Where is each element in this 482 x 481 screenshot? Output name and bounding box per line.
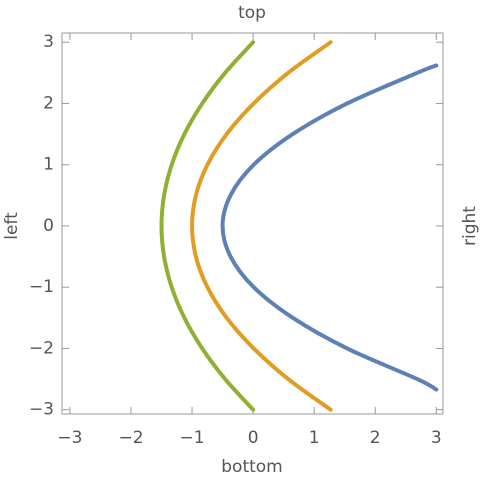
x-tick-label: −2 — [118, 428, 143, 448]
curve — [190, 40, 333, 412]
y-tick-label: −1 — [29, 277, 54, 297]
curve — [159, 40, 256, 412]
frame — [61, 32, 444, 415]
y-tick-label: 1 — [43, 155, 54, 175]
x-tick-label: −1 — [180, 428, 205, 448]
x-tick-label: −3 — [57, 428, 82, 448]
x-tick-label: 1 — [309, 428, 320, 448]
bottom-label: bottom — [221, 457, 282, 477]
x-tick-label: 3 — [431, 428, 442, 448]
x-tick-label: 0 — [248, 428, 259, 448]
y-tick-label: 2 — [43, 93, 54, 113]
y-tick-label: 0 — [43, 216, 54, 236]
y-tick-label: 3 — [43, 32, 54, 52]
y-tick-label: −2 — [29, 338, 54, 358]
x-tick-label: 2 — [370, 428, 381, 448]
y-tick-label: −3 — [29, 400, 54, 420]
right-label: right — [460, 206, 480, 246]
top-label: top — [238, 3, 266, 23]
curve — [220, 63, 439, 392]
left-label: left — [2, 212, 22, 240]
